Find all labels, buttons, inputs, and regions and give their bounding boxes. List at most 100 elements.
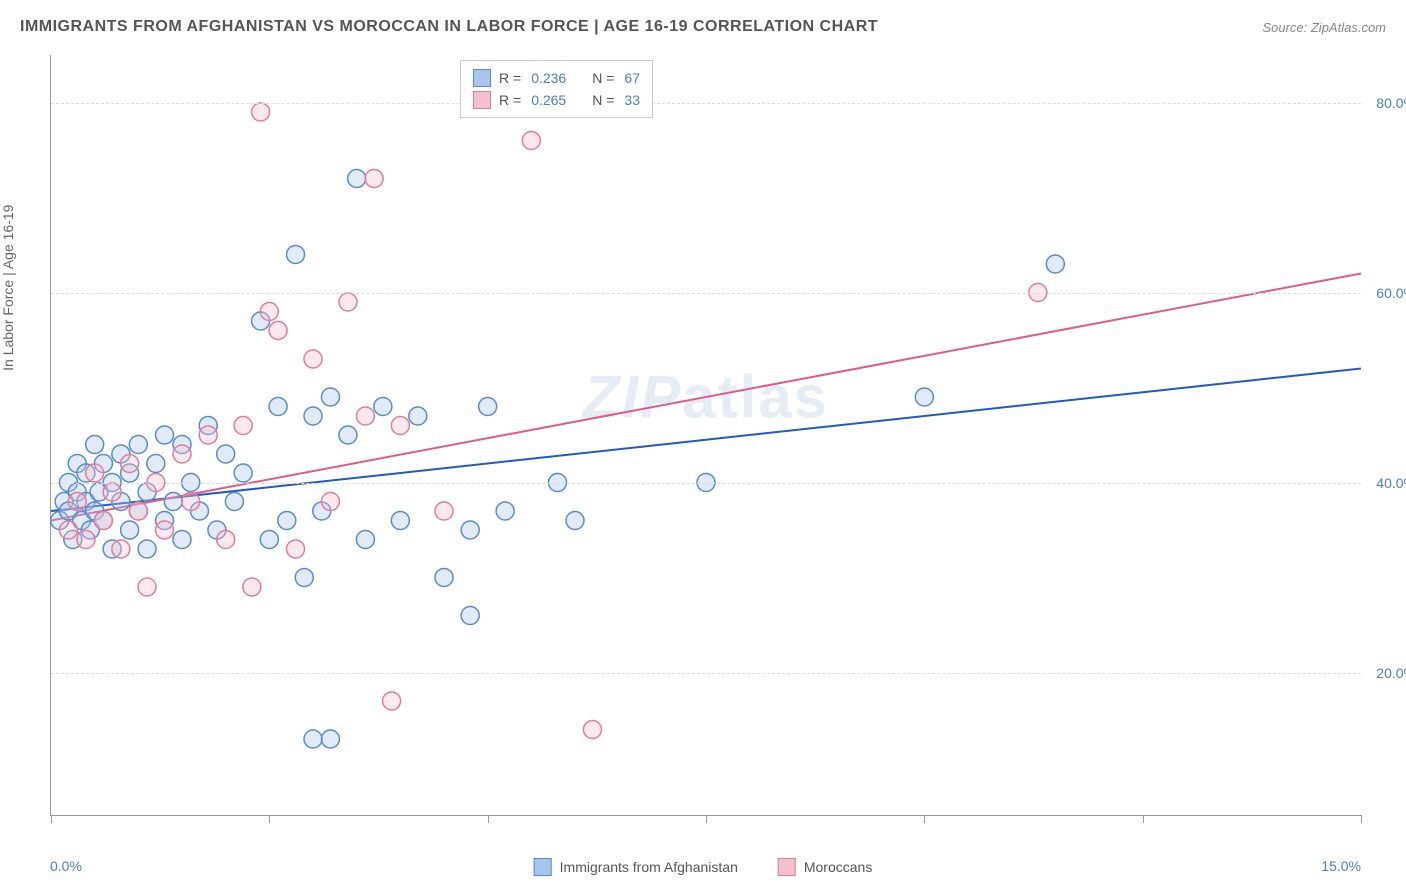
- data-point: [94, 512, 112, 530]
- data-point: [409, 407, 427, 425]
- x-tick: [51, 815, 52, 823]
- data-point: [295, 569, 313, 587]
- data-point: [225, 493, 243, 511]
- data-point: [583, 721, 601, 739]
- series-swatch: [473, 91, 491, 109]
- data-point: [287, 540, 305, 558]
- stat-r-value: 0.236: [531, 70, 566, 86]
- data-point: [348, 170, 366, 188]
- data-point: [278, 512, 296, 530]
- y-tick-label: 80.0%: [1366, 95, 1406, 111]
- data-point: [234, 464, 252, 482]
- data-point: [374, 398, 392, 416]
- chart-title: IMMIGRANTS FROM AFGHANISTAN VS MOROCCAN …: [20, 18, 878, 36]
- grid-line: [51, 673, 1361, 674]
- x-tick: [924, 815, 925, 823]
- x-axis-min-label: 0.0%: [50, 858, 82, 874]
- stat-n-value: 67: [624, 70, 640, 86]
- bottom-legend: Immigrants from Afghanistan Moroccans: [534, 858, 873, 876]
- data-point: [138, 540, 156, 558]
- data-point: [321, 388, 339, 406]
- grid-line: [51, 483, 1361, 484]
- data-point: [391, 417, 409, 435]
- data-point: [86, 436, 104, 454]
- data-point: [304, 407, 322, 425]
- data-point: [77, 531, 95, 549]
- plot-area: ZIPatlas 20.0%40.0%60.0%80.0%: [50, 55, 1361, 816]
- data-point: [383, 692, 401, 710]
- data-point: [217, 445, 235, 463]
- source-attribution: Source: ZipAtlas.com: [1262, 20, 1386, 35]
- y-axis-label: In Labor Force | Age 16-19: [0, 205, 16, 371]
- data-point: [496, 502, 514, 520]
- data-point: [321, 493, 339, 511]
- x-tick: [706, 815, 707, 823]
- stats-legend-box: R =0.236N =67R =0.265N =33: [460, 60, 653, 118]
- y-tick-label: 60.0%: [1366, 285, 1406, 301]
- data-point: [479, 398, 497, 416]
- stats-row: R =0.265N =33: [473, 89, 640, 111]
- data-point: [321, 730, 339, 748]
- data-point: [435, 502, 453, 520]
- y-tick-label: 20.0%: [1366, 665, 1406, 681]
- data-point: [260, 303, 278, 321]
- data-point: [304, 350, 322, 368]
- data-point: [243, 578, 261, 596]
- data-point: [173, 445, 191, 463]
- data-point: [339, 426, 357, 444]
- data-point: [391, 512, 409, 530]
- data-point: [86, 464, 104, 482]
- legend-swatch: [778, 858, 796, 876]
- data-point: [59, 521, 77, 539]
- data-point: [68, 493, 86, 511]
- stat-r-label: R =: [499, 70, 521, 86]
- x-tick: [1361, 815, 1362, 823]
- data-point: [435, 569, 453, 587]
- stat-n-label: N =: [592, 70, 614, 86]
- data-point: [129, 502, 147, 520]
- series-swatch: [473, 69, 491, 87]
- grid-line: [51, 293, 1361, 294]
- data-point: [1046, 255, 1064, 273]
- data-point: [252, 103, 270, 121]
- data-point: [234, 417, 252, 435]
- data-point: [173, 531, 191, 549]
- x-tick: [1143, 815, 1144, 823]
- chart-svg: [51, 55, 1361, 815]
- x-tick: [269, 815, 270, 823]
- data-point: [304, 730, 322, 748]
- data-point: [365, 170, 383, 188]
- data-point: [356, 407, 374, 425]
- data-point: [356, 531, 374, 549]
- data-point: [199, 426, 217, 444]
- data-point: [129, 436, 147, 454]
- data-point: [461, 521, 479, 539]
- data-point: [103, 483, 121, 501]
- legend-swatch: [534, 858, 552, 876]
- stat-r-label: R =: [499, 92, 521, 108]
- stat-n-label: N =: [592, 92, 614, 108]
- data-point: [269, 322, 287, 340]
- data-point: [217, 531, 235, 549]
- data-point: [112, 540, 130, 558]
- data-point: [156, 426, 174, 444]
- data-point: [156, 521, 174, 539]
- stats-row: R = 0.236 N = 67: [473, 67, 640, 89]
- legend-label: Moroccans: [804, 859, 872, 875]
- data-point: [121, 521, 139, 539]
- data-point: [566, 512, 584, 530]
- legend-label: Immigrants from Afghanistan: [560, 859, 738, 875]
- data-point: [138, 578, 156, 596]
- stat-r-value: 0.265: [531, 92, 566, 108]
- data-point: [522, 132, 540, 150]
- data-point: [287, 246, 305, 264]
- data-point: [121, 455, 139, 473]
- data-point: [269, 398, 287, 416]
- legend-item: Moroccans: [778, 858, 872, 876]
- data-point: [182, 493, 200, 511]
- data-point: [164, 493, 182, 511]
- legend-item: Immigrants from Afghanistan: [534, 858, 738, 876]
- grid-line: [51, 103, 1361, 104]
- x-tick: [488, 815, 489, 823]
- data-point: [461, 607, 479, 625]
